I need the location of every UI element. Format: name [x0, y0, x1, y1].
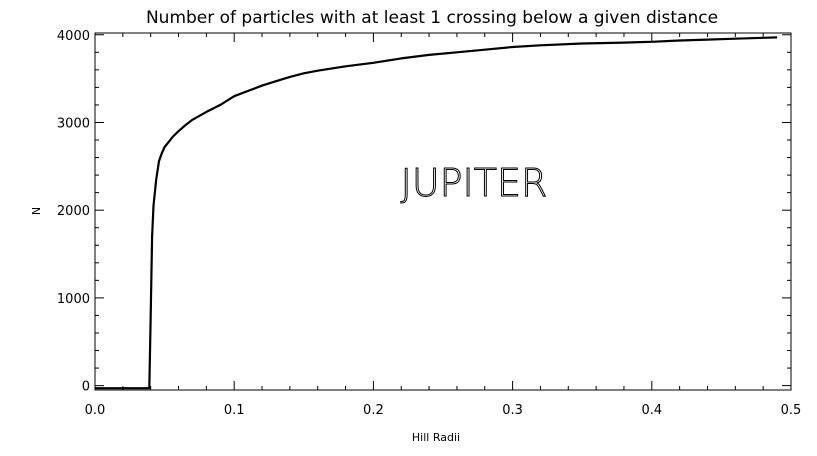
y-tick-label: 1000	[57, 292, 90, 307]
y-tick-label: 2000	[57, 204, 90, 219]
x-tick-label: 0.1	[224, 403, 245, 418]
cumulative-curve	[95, 36, 778, 390]
y-axis: 0 1000 2000 3000 4000	[57, 29, 791, 395]
y-tick-label: 3000	[57, 116, 90, 131]
y-tick-label: 0	[82, 380, 90, 395]
x-tick-label: 0.3	[502, 403, 523, 418]
x-axis-label: Hill Radii	[412, 431, 460, 444]
x-axis: 0.0 0.1 0.2 0.3 0.4 0.5	[85, 33, 802, 418]
chart-title: Number of particles with at least 1 cros…	[146, 8, 718, 28]
x-tick-label: 0.0	[85, 403, 106, 418]
planet-annotation: JUPITER	[401, 161, 548, 205]
y-tick-label: 4000	[57, 29, 90, 44]
plot-frame	[94, 32, 792, 391]
x-tick-label: 0.4	[641, 403, 662, 418]
y-axis-label: N	[30, 207, 43, 215]
x-tick-label: 0.5	[781, 403, 802, 418]
x-tick-label: 0.2	[363, 403, 384, 418]
